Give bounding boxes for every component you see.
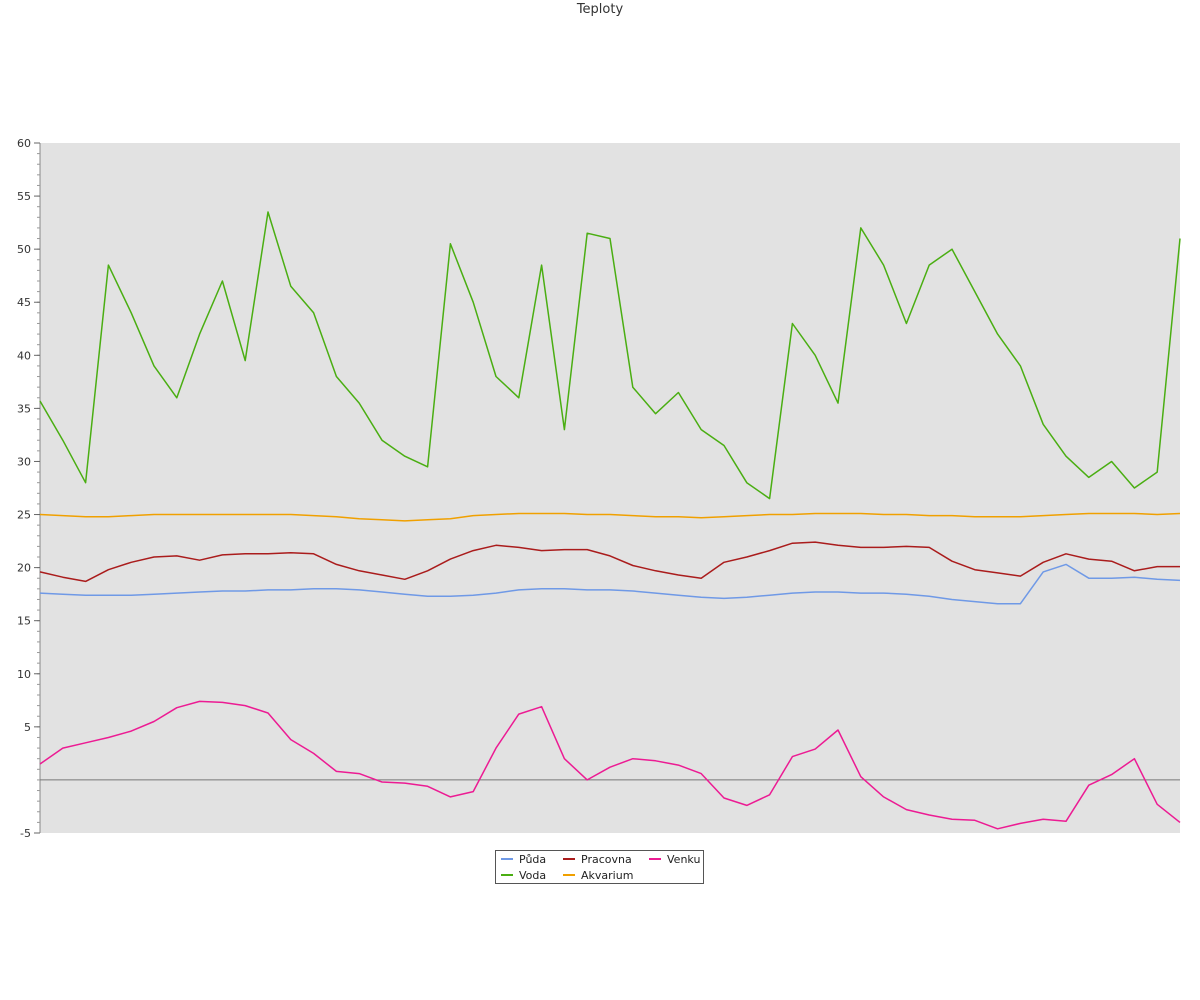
y-tick-label: 55 <box>17 190 31 203</box>
legend-swatch-puda <box>501 858 513 860</box>
legend-swatch-voda <box>501 874 513 876</box>
legend-label-akvarium: Akvarium <box>581 869 634 882</box>
y-tick-label: -5 <box>20 827 31 840</box>
legend-item-puda: Půda <box>501 853 546 867</box>
y-tick-label: 25 <box>17 509 31 522</box>
series-line-3 <box>39 512 1181 522</box>
y-tick-label: 60 <box>17 137 31 150</box>
legend-label-pracovna: Pracovna <box>581 853 632 866</box>
plot-area <box>40 143 1180 833</box>
legend-swatch-akvarium <box>563 874 575 876</box>
series-line-0 <box>39 563 1181 605</box>
y-tick-label: 20 <box>17 562 31 575</box>
y-tick-label: 30 <box>17 455 31 468</box>
legend-item-pracovna: Pracovna <box>563 853 632 867</box>
legend-item-akvarium: Akvarium <box>563 869 633 883</box>
y-tick-label: 35 <box>17 402 31 415</box>
series-line-1 <box>39 211 1181 500</box>
y-tick-label: 50 <box>17 243 31 256</box>
y-tick-label: 40 <box>17 349 31 362</box>
y-tick-label: 5 <box>24 721 31 734</box>
legend-item-voda: Voda <box>501 869 546 883</box>
y-axis: -5 5 10 15 20 25 30 35 40 45 50 55 60 <box>17 137 41 840</box>
chart-title: Teploty <box>576 2 624 17</box>
y-tick-label: 45 <box>17 296 31 309</box>
legend-swatch-pracovna <box>563 858 575 860</box>
legend: Půda Voda Pracovna Akvarium Venku <box>495 850 704 884</box>
series-lines <box>39 211 1181 830</box>
legend-swatch-venku <box>649 858 661 860</box>
series-line-4 <box>39 700 1181 830</box>
y-tick-label: 15 <box>17 615 31 628</box>
legend-label-voda: Voda <box>519 869 547 882</box>
y-tick-label: 10 <box>17 668 31 681</box>
legend-item-venku: Venku <box>649 853 700 867</box>
legend-label-venku: Venku <box>667 853 701 866</box>
series-line-2 <box>39 541 1180 583</box>
legend-label-puda: Půda <box>519 853 547 866</box>
